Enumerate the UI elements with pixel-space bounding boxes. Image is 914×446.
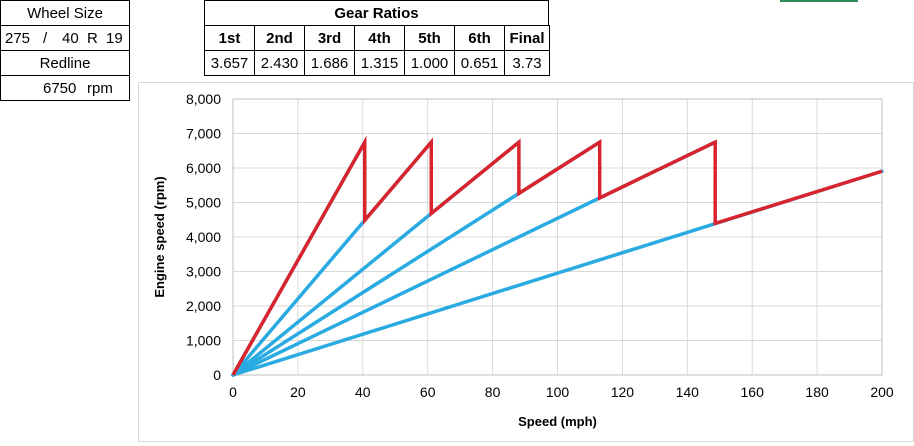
gear-header-4th: 4th xyxy=(354,25,405,51)
x-axis-label: Speed (mph) xyxy=(518,414,597,429)
y-tick-label: 0 xyxy=(213,367,221,383)
y-tick-label: 2,000 xyxy=(186,298,221,314)
rpm-vs-speed-chart: 0 20 40 60 80 100 120 140 160 180 200 0 1,000 2,000 3,… xyxy=(152,91,894,429)
wheel-size-label: Wheel Size xyxy=(27,4,103,22)
gear-ratio-5th: 1.000 xyxy=(404,50,455,76)
y-axis-label: Engine speed (rpm) xyxy=(152,176,167,297)
redline-label: Redline xyxy=(39,54,91,72)
gear-ratio-4th: 1.315 xyxy=(354,50,405,76)
y-tick-label: 5,000 xyxy=(186,195,221,211)
plot-border xyxy=(232,98,883,376)
rim-diameter: 19 xyxy=(106,29,123,47)
gear-header-1st: 1st xyxy=(204,25,255,51)
gear-ratio-2nd: 2.430 xyxy=(254,50,305,76)
tire-aspect: 40 xyxy=(62,29,79,47)
redline-row: 6750 rpm xyxy=(0,75,130,101)
tire-width: 275 xyxy=(5,29,31,47)
x-tick-label: 100 xyxy=(546,384,570,400)
gear-header-3rd: 3rd xyxy=(304,25,355,51)
x-tick-label: 40 xyxy=(355,384,371,400)
gear-ratio-1st: 3.657 xyxy=(204,50,255,76)
y-tick-label: 8,000 xyxy=(186,91,221,107)
redline-value: 6750 xyxy=(43,79,77,97)
x-tick-label: 0 xyxy=(229,384,237,400)
redline-unit: rpm xyxy=(87,79,113,97)
gear-header-5th: 5th xyxy=(404,25,455,51)
y-tick-label: 6,000 xyxy=(186,160,221,176)
wheel-size-header: Wheel Size xyxy=(0,0,130,26)
wheel-size-row: 275 / 40 R 19 xyxy=(0,25,130,51)
gear-ratio-3rd: 1.686 xyxy=(304,50,355,76)
window-accent-bar xyxy=(780,0,858,2)
gear-ratios-title-text: Gear Ratios xyxy=(334,4,419,22)
shift-path-line xyxy=(231,135,883,376)
gear-header-final: Final xyxy=(504,25,550,51)
gear-header-6th: 6th xyxy=(454,25,505,51)
x-tick-label: 60 xyxy=(420,384,436,400)
chart-area: 0 20 40 60 80 100 120 140 160 180 200 0 1,000 2,000 3,… xyxy=(138,82,914,442)
x-tick-label: 160 xyxy=(741,384,765,400)
x-tick-label: 200 xyxy=(870,384,894,400)
gear-header-2nd: 2nd xyxy=(254,25,305,51)
x-tick-label: 20 xyxy=(290,384,306,400)
x-tick-label: 180 xyxy=(805,384,829,400)
y-tick-label: 4,000 xyxy=(186,229,221,245)
gear-ratio-6th: 0.651 xyxy=(454,50,505,76)
y-tick-label: 7,000 xyxy=(186,126,221,142)
x-tick-label: 80 xyxy=(485,384,501,400)
y-tick-label: 3,000 xyxy=(186,264,221,280)
y-tick-label: 1,000 xyxy=(186,333,221,349)
tire-construction: R xyxy=(87,29,98,47)
redline-header: Redline xyxy=(0,50,130,76)
x-tick-label: 140 xyxy=(676,384,700,400)
gear-ratio-final: 3.73 xyxy=(504,50,550,76)
x-tick-label: 120 xyxy=(611,384,635,400)
tire-separator: / xyxy=(43,29,48,47)
gear-ratios-title: Gear Ratios xyxy=(204,0,549,26)
